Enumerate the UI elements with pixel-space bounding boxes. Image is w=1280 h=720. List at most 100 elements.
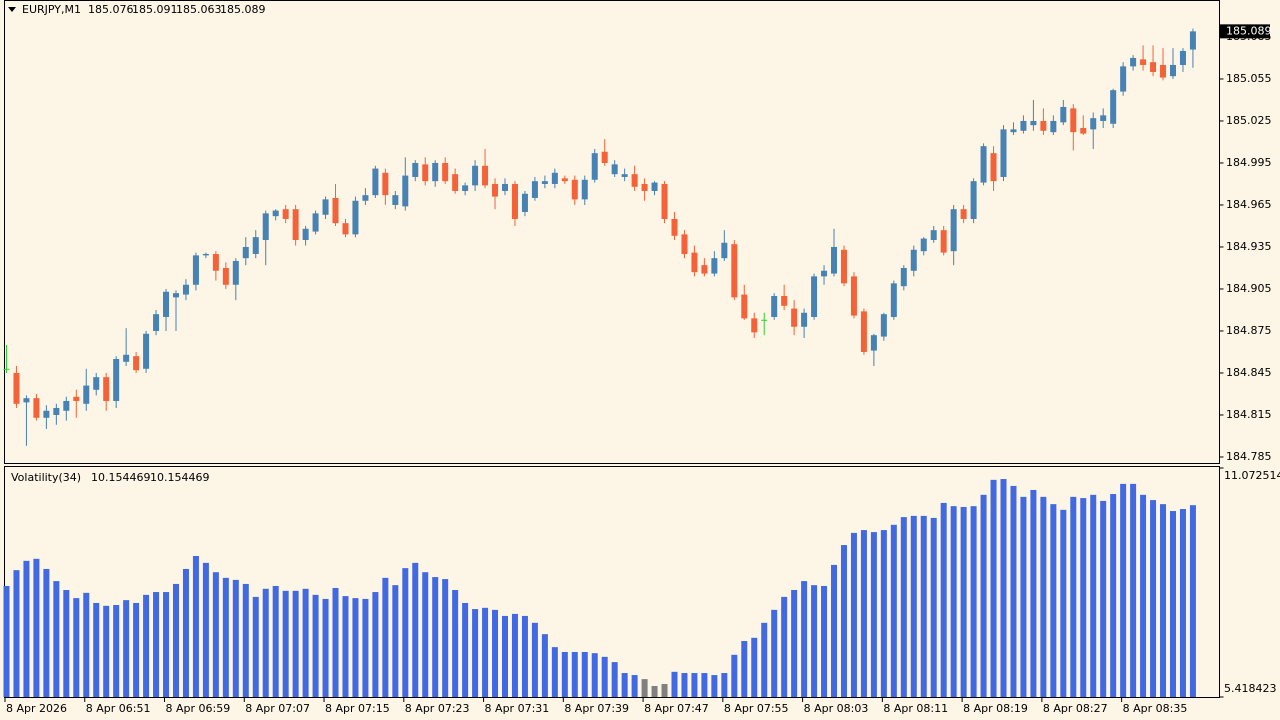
candle-body (970, 181, 977, 219)
volatility-bar (13, 570, 20, 697)
volatility-bar (920, 515, 927, 697)
x-tick-label: 8 Apr 08:27 (1043, 702, 1108, 715)
candle-body (412, 162, 419, 177)
volatility-bar (671, 671, 678, 697)
candle-body (212, 253, 219, 271)
x-tick-label: 8 Apr 08:11 (883, 702, 948, 715)
volatility-bar (821, 585, 828, 697)
volatility-bar (63, 590, 70, 697)
y-tick-label: 184.815 (1226, 408, 1272, 421)
candle-body (751, 318, 758, 333)
candle-body (172, 293, 179, 298)
candle-body (840, 249, 847, 284)
menu-triangle[interactable] (8, 7, 16, 12)
candle-body (462, 185, 469, 191)
candle-body (1020, 120, 1027, 131)
volatility-bar (23, 560, 30, 697)
volatility-bar (462, 602, 469, 697)
candle-body (362, 195, 369, 201)
volatility-bar (1000, 479, 1007, 697)
candle-body (581, 179, 588, 200)
volatility-bar (1189, 505, 1196, 697)
candle-body (272, 210, 279, 217)
y-tick-label: 5.418423 (1224, 682, 1277, 695)
x-tick-label: 8 Apr 08:19 (963, 702, 1028, 715)
candle-body (83, 385, 90, 404)
header-open: 185.076 (88, 3, 134, 16)
x-tick-label: 8 Apr 07:15 (325, 702, 390, 715)
volatility-bar (352, 598, 359, 697)
volatility-bar (661, 683, 668, 697)
candle-body (1160, 64, 1167, 78)
candle-body (33, 398, 40, 418)
volatility-bar (741, 641, 748, 697)
current-price-label: 185.089 (1226, 24, 1272, 37)
candle-body (1040, 120, 1047, 131)
volatility-bar (970, 506, 977, 697)
volatility-bar (601, 656, 608, 697)
candle-body (561, 178, 568, 182)
y-tick-label: 184.995 (1226, 156, 1272, 169)
candle-body (222, 267, 229, 285)
volatility-bar (342, 596, 349, 697)
candle-body (611, 164, 618, 175)
x-tick-label: 8 Apr 06:51 (86, 702, 151, 715)
candle-body (850, 276, 857, 316)
y-tick-label: 184.965 (1226, 198, 1272, 211)
y-tick-label: 185.055 (1226, 72, 1272, 85)
volatility-bar (641, 679, 648, 697)
volatility-bar (143, 594, 150, 697)
volatility-bar (1140, 494, 1147, 697)
volatility-bar (990, 479, 997, 697)
candle-body (541, 181, 548, 184)
candle-body (811, 276, 818, 317)
y-tick-label: 184.905 (1226, 282, 1272, 295)
volatility-bar (93, 602, 100, 697)
volatility-bar (631, 675, 638, 697)
candle-body (691, 252, 698, 273)
volatility-bar (292, 590, 299, 697)
candle-body (43, 410, 50, 418)
volatility-bar (721, 673, 728, 697)
candle-body (1120, 66, 1127, 92)
x-tick-label: 8 Apr 07:23 (405, 702, 470, 715)
volatility-bar (541, 634, 548, 697)
candle-body (960, 209, 967, 219)
candle-body (821, 270, 828, 277)
volatility-bar (83, 592, 90, 697)
volatility-bar (771, 609, 778, 697)
volatility-bar (831, 564, 838, 697)
candle-body (23, 398, 30, 403)
volatility-panel-frame (4, 466, 1220, 698)
candle-body (711, 258, 718, 274)
candle-body (1110, 90, 1117, 124)
volatility-bar (232, 579, 239, 697)
candle-body (292, 209, 299, 240)
volatility-bar (182, 568, 189, 697)
volatility-bar (860, 530, 867, 697)
candle-body (63, 400, 70, 411)
candle-body (13, 372, 20, 404)
candle-body (701, 265, 708, 274)
volatility-bar (202, 562, 209, 697)
volatility-bar (492, 609, 499, 697)
candle-body (681, 234, 688, 254)
volatility-bar (73, 598, 80, 697)
candle-body (890, 283, 897, 317)
y-tick-label: 184.785 (1226, 450, 1272, 463)
volatility-bar (890, 524, 897, 697)
header-high: 185.091 (132, 3, 178, 16)
candle-body (163, 291, 170, 317)
volatility-bar (561, 651, 568, 697)
candle-body (352, 200, 359, 235)
volatility-bar (33, 558, 40, 697)
candle-body (113, 358, 120, 401)
symbol-title: EURJPY,M1 (22, 3, 81, 16)
candle-body (1090, 118, 1097, 130)
candle-body (531, 181, 538, 198)
volatility-bar (372, 592, 379, 697)
candle-body (721, 242, 728, 259)
volatility-bar (1130, 483, 1137, 697)
candle-body (53, 407, 60, 415)
